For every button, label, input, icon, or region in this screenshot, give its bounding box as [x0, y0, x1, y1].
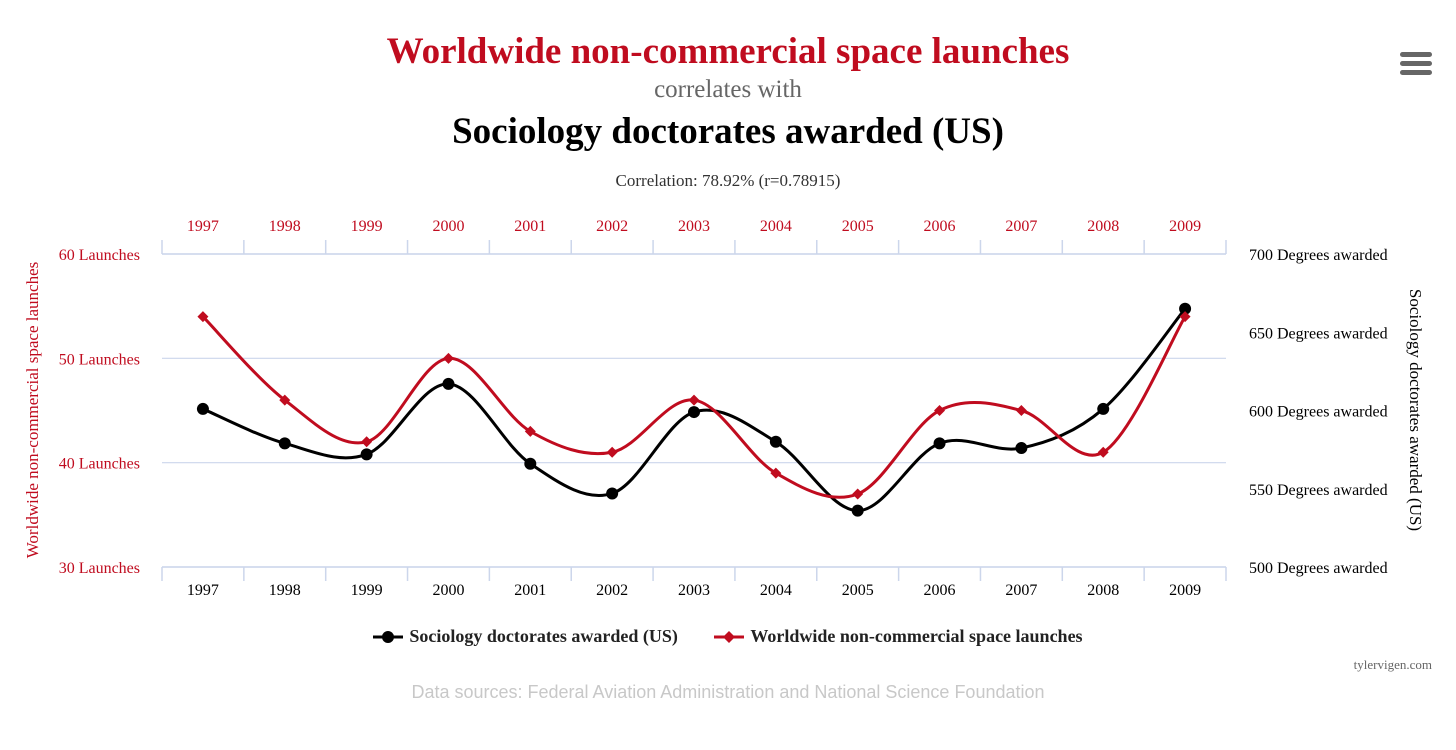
data-point-launches — [279, 394, 291, 406]
data-point-sociology — [442, 377, 455, 390]
legend-label-launches: Worldwide non-commercial space launches — [750, 626, 1083, 646]
right-axis-tick-label: 600 Degrees awarded — [1249, 404, 1388, 421]
bottom-category-label: 1999 — [351, 582, 383, 599]
data-point-launches — [442, 352, 454, 364]
data-point-launches — [688, 394, 700, 406]
data-point-launches — [524, 425, 536, 437]
data-point-launches — [1015, 405, 1027, 416]
data-point-sociology — [688, 406, 700, 419]
data-point-sociology — [1179, 302, 1192, 315]
top-category-label: 2006 — [924, 218, 956, 235]
data-point-sociology — [196, 402, 209, 415]
bottom-category-label: 2000 — [432, 582, 464, 599]
chart-legend: Sociology doctorates awarded (US) Worldw… — [0, 626, 1456, 649]
data-point-launches — [197, 311, 209, 323]
top-category-label: 2009 — [1169, 218, 1201, 235]
bottom-category-label: 2003 — [678, 582, 710, 599]
left-axis-tick-label: 30 Launches — [59, 560, 140, 577]
chart-title-series-a: Worldwide non-commercial space launches — [386, 31, 1070, 72]
top-category-label: 2004 — [760, 218, 792, 235]
left-axis-tick-label: 40 Launches — [59, 456, 140, 473]
bottom-category-label: 2004 — [760, 582, 792, 599]
bottom-category-label: 2005 — [842, 582, 874, 599]
data-point-launches — [1097, 446, 1109, 458]
bottom-category-label: 2007 — [1005, 582, 1037, 599]
data-point-sociology — [851, 504, 864, 517]
bottom-category-label: 2006 — [924, 582, 956, 599]
top-category-label: 2005 — [842, 218, 874, 235]
top-category-label: 1997 — [187, 218, 219, 235]
legend-item-launches[interactable]: Worldwide non-commercial space launches — [714, 626, 1083, 647]
legend-item-sociology[interactable]: Sociology doctorates awarded (US) — [373, 626, 678, 647]
hamburger-menu-icon[interactable] — [1400, 52, 1432, 78]
top-category-label: 2001 — [514, 218, 546, 235]
bottom-category-label: 2002 — [596, 582, 628, 599]
top-category-label: 2007 — [1005, 218, 1037, 235]
data-sources-note: Data sources: Federal Aviation Administr… — [411, 682, 1045, 702]
left-axis-title: Worldwide non-commercial space launches — [23, 262, 42, 559]
bottom-category-label: 2008 — [1087, 582, 1119, 599]
data-point-sociology — [606, 487, 619, 500]
bottom-category-label: 2009 — [1169, 582, 1201, 599]
left-axis-tick-label: 60 Launches — [59, 247, 140, 264]
data-point-sociology — [1097, 402, 1110, 415]
data-point-sociology — [360, 448, 373, 461]
top-category-label: 1999 — [351, 218, 383, 235]
top-category-label: 2003 — [678, 218, 710, 235]
data-point-launches — [361, 436, 373, 448]
data-point-launches — [852, 488, 864, 500]
correlation-label: Correlation: 78.92% (r=0.78915) — [615, 171, 841, 190]
chart-title-series-b: Sociology doctorates awarded (US) — [452, 111, 1004, 152]
right-axis-tick-label: 700 Degrees awarded — [1249, 247, 1388, 264]
right-axis-tick-label: 650 Degrees awarded — [1249, 325, 1388, 342]
bottom-category-label: 2001 — [514, 582, 546, 599]
right-axis-tick-label: 550 Degrees awarded — [1249, 482, 1388, 499]
data-point-sociology — [933, 437, 946, 450]
top-category-label: 2000 — [432, 218, 464, 235]
legend-circle-marker-icon — [373, 630, 404, 643]
chart-svg: 1997 1997 1998 1998 1999 1999 2000 2000 2001 2001… — [23, 218, 1425, 599]
top-category-label: 2008 — [1087, 218, 1119, 235]
chart-title-connector: correlates with — [654, 76, 802, 103]
data-point-launches — [1179, 311, 1191, 323]
data-point-launches — [934, 405, 946, 416]
legend-label-sociology: Sociology doctorates awarded (US) — [409, 626, 678, 646]
data-point-sociology — [769, 435, 782, 448]
legend-diamond-marker-icon — [714, 630, 745, 643]
right-axis-title: Sociology doctorates awarded (US) — [1406, 289, 1425, 531]
data-point-launches — [606, 446, 618, 458]
right-axis-tick-label: 500 Degrees awarded — [1249, 560, 1388, 577]
data-point-launches — [770, 467, 782, 479]
bottom-category-label: 1998 — [269, 582, 301, 599]
left-axis-tick-label: 50 Launches — [59, 351, 140, 368]
top-category-label: 2002 — [596, 218, 628, 235]
credit-link[interactable]: tylervigen.com — [1353, 657, 1432, 672]
data-point-sociology — [278, 437, 291, 450]
data-point-sociology — [524, 457, 537, 470]
data-point-sociology — [1015, 442, 1028, 455]
top-category-label: 1998 — [269, 218, 301, 235]
bottom-category-label: 1997 — [187, 582, 219, 599]
